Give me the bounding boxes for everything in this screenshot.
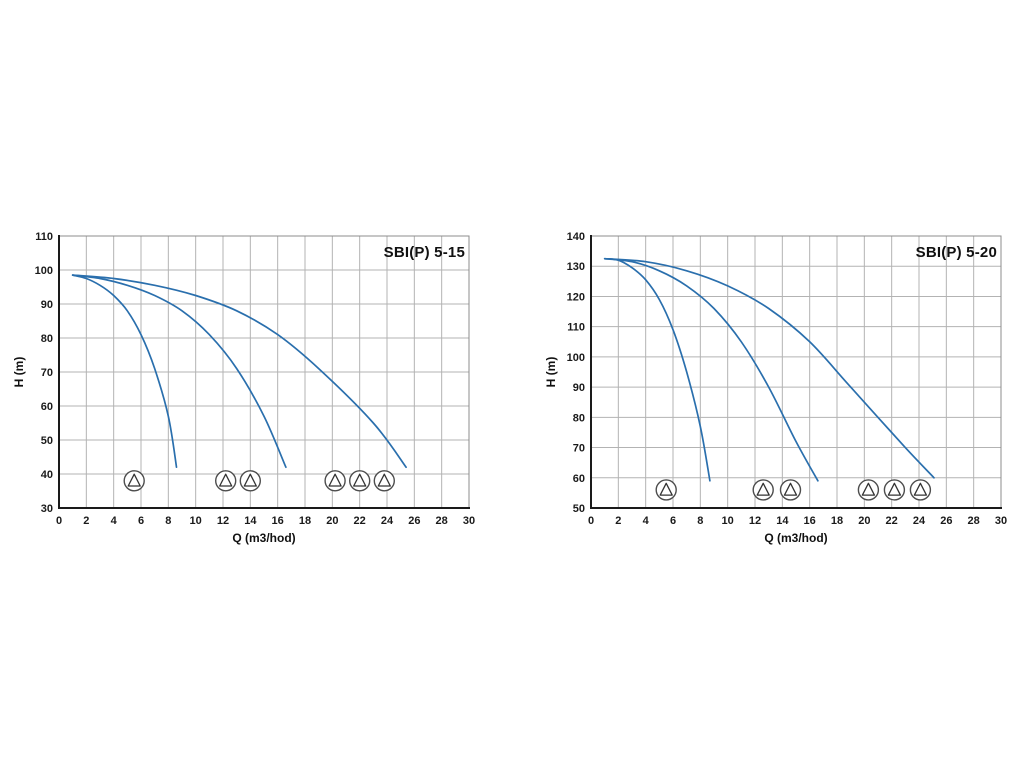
svg-text:14: 14 [776, 515, 789, 527]
svg-text:24: 24 [913, 515, 926, 527]
pump-icon [349, 470, 371, 492]
svg-text:110: 110 [35, 231, 53, 243]
svg-text:70: 70 [573, 443, 585, 455]
svg-text:28: 28 [968, 515, 980, 527]
pump-icon [655, 479, 677, 501]
svg-text:6: 6 [670, 515, 676, 527]
svg-text:30: 30 [463, 515, 475, 527]
svg-text:2: 2 [83, 515, 89, 527]
x-axis-label: Q (m3/hod) [764, 531, 827, 545]
pump-icon [214, 470, 237, 492]
svg-text:6: 6 [138, 515, 144, 527]
pump-curve-3-pumps [603, 257, 935, 479]
svg-text:100: 100 [35, 265, 53, 277]
axes [58, 235, 470, 509]
svg-text:16: 16 [804, 515, 816, 527]
svg-text:90: 90 [41, 299, 53, 311]
svg-text:18: 18 [299, 515, 311, 527]
svg-text:110: 110 [567, 322, 585, 334]
y-axis-label: H (m) [544, 357, 558, 388]
pump-curve-1-pump [71, 274, 178, 469]
grid-lines [590, 235, 1002, 509]
pump-curve-1-pump [603, 257, 711, 482]
svg-text:80: 80 [573, 412, 585, 424]
svg-text:50: 50 [41, 435, 53, 447]
pump-icon [909, 479, 932, 501]
svg-text:90: 90 [573, 382, 585, 394]
chart-sbip-5-20: SBI(P) 5-20 0 2 4 6 8 10 12 14 16 18 20 22 24 26 28 30 5… [543, 222, 1013, 558]
svg-text:24: 24 [381, 515, 394, 527]
svg-text:60: 60 [573, 473, 585, 485]
pump-icon [883, 479, 906, 501]
svg-text:60: 60 [41, 401, 53, 413]
svg-text:70: 70 [41, 367, 53, 379]
svg-text:140: 140 [567, 231, 585, 243]
svg-text:30: 30 [995, 515, 1007, 527]
axes [590, 235, 1002, 509]
pump-curve-2-pumps [71, 274, 287, 469]
svg-text:120: 120 [567, 291, 585, 303]
svg-text:10: 10 [190, 515, 202, 527]
svg-text:8: 8 [165, 515, 171, 527]
svg-text:0: 0 [588, 515, 594, 527]
svg-text:26: 26 [940, 515, 952, 527]
chart-title: SBI(P) 5-15 [383, 244, 465, 261]
tick-labels: 0 2 4 6 8 10 12 14 16 18 20 22 24 26 28 305060708090100… [567, 231, 1007, 527]
chart-title: SBI(P) 5-20 [915, 244, 997, 261]
svg-text:4: 4 [111, 515, 118, 527]
pump-icon [779, 479, 802, 501]
pump-icon [752, 479, 774, 501]
pump-icon [123, 470, 145, 492]
pump-icon [373, 470, 395, 492]
pump-icon [857, 479, 880, 501]
svg-text:100: 100 [567, 352, 585, 364]
svg-text:10: 10 [722, 515, 734, 527]
chart-sbip-5-15: SBI(P) 5-15 0 2 4 6 8 10 12 14 16 18 20 22 24 26 28 30 3… [11, 222, 481, 558]
svg-text:50: 50 [573, 503, 585, 515]
pump-curve-3-pumps [71, 274, 407, 469]
y-axis-label: H (m) [12, 357, 26, 388]
svg-text:4: 4 [643, 515, 650, 527]
svg-text:14: 14 [244, 515, 257, 527]
svg-text:20: 20 [326, 515, 338, 527]
x-axis-label: Q (m3/hod) [232, 531, 295, 545]
tick-labels: 0 2 4 6 8 10 12 14 16 18 20 22 24 26 28 303040506070809… [35, 231, 475, 527]
svg-text:22: 22 [886, 515, 898, 527]
svg-text:28: 28 [436, 515, 448, 527]
svg-text:2: 2 [615, 515, 621, 527]
pump-icon [239, 470, 262, 492]
svg-text:20: 20 [858, 515, 870, 527]
svg-text:26: 26 [408, 515, 420, 527]
svg-text:22: 22 [354, 515, 366, 527]
svg-text:80: 80 [41, 333, 53, 345]
svg-text:18: 18 [831, 515, 843, 527]
pump-icon [324, 470, 346, 492]
plot-border [590, 235, 1002, 509]
pump-curve-2-pumps [603, 257, 819, 482]
charts-row: SBI(P) 5-15 0 2 4 6 8 10 12 14 16 18 20 22 24 26 28 30 3… [0, 222, 1024, 558]
svg-text:8: 8 [697, 515, 703, 527]
svg-text:130: 130 [567, 261, 585, 273]
svg-text:12: 12 [217, 515, 229, 527]
grid-lines [58, 235, 470, 509]
svg-text:0: 0 [56, 515, 62, 527]
svg-text:12: 12 [749, 515, 761, 527]
chart-svg: 0 2 4 6 8 10 12 14 16 18 20 22 24 26 28 305060708090100… [544, 231, 1007, 545]
svg-text:16: 16 [272, 515, 284, 527]
svg-text:40: 40 [41, 469, 53, 481]
svg-text:30: 30 [41, 503, 53, 515]
chart-svg: 0 2 4 6 8 10 12 14 16 18 20 22 24 26 28 303040506070809… [12, 231, 475, 545]
